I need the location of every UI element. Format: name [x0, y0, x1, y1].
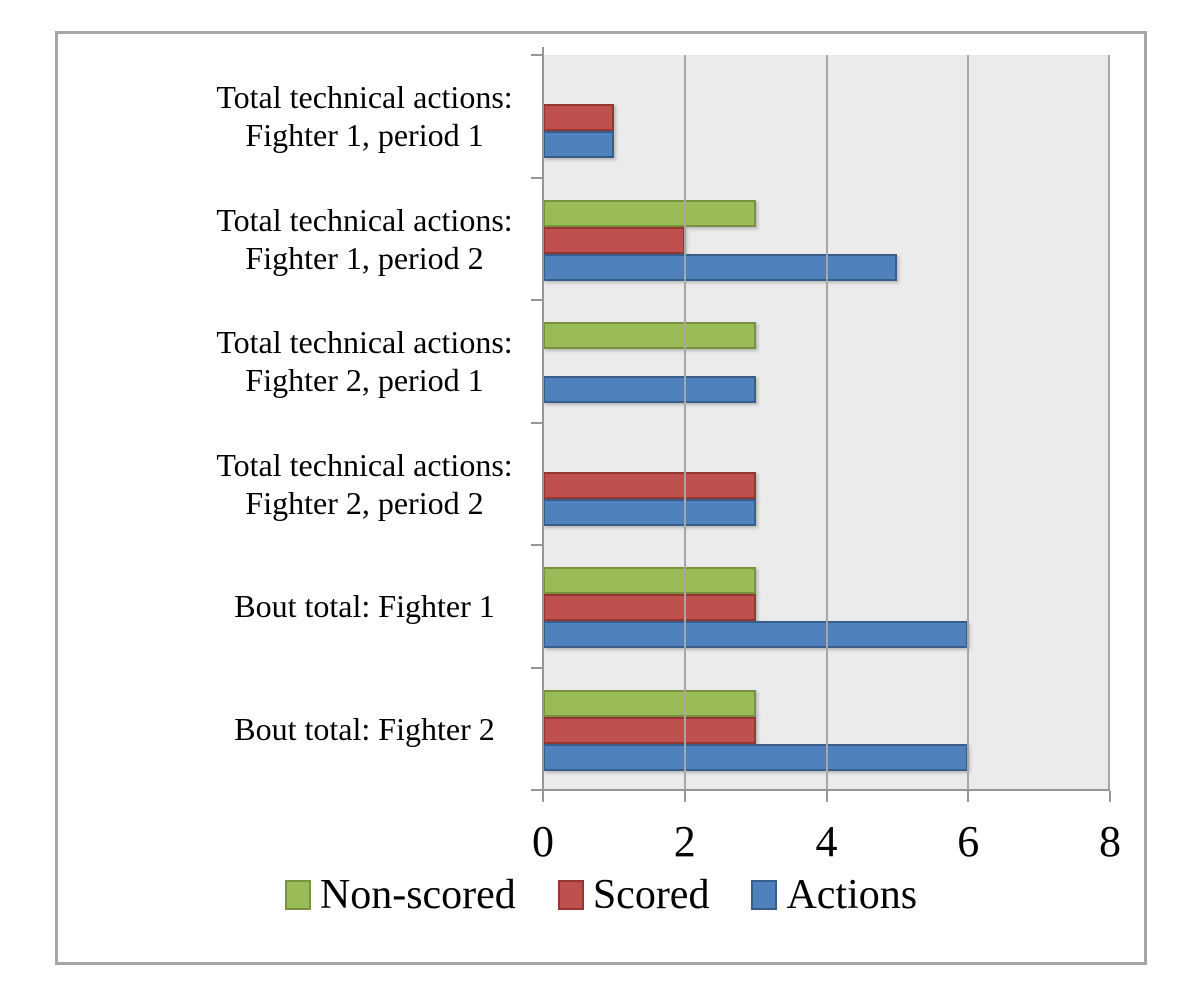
category-label: Total technical actions: Fighter 2, perio…	[216, 446, 513, 521]
category-label: Total technical actions: Fighter 1, perio…	[216, 79, 513, 154]
bar-scored	[543, 226, 685, 254]
gridline-8	[1108, 55, 1110, 790]
legend-item-actions: Actions	[751, 872, 917, 918]
category-label: Total technical actions: Fighter 1, perio…	[216, 201, 513, 276]
x-axis-label-8: 8	[1099, 817, 1121, 866]
y-axis-tick	[531, 299, 543, 301]
category-label: Bout total: Fighter 2	[234, 710, 495, 747]
y-axis-tick	[531, 54, 543, 56]
legend: Non-scored Scored Actions	[58, 872, 1144, 918]
bar-scored	[543, 716, 756, 744]
legend-label: Non-scored	[319, 872, 516, 918]
x-axis-tick	[967, 791, 970, 802]
bar-actions	[543, 376, 756, 403]
bar-non-scored	[543, 322, 756, 349]
y-axis-tick	[531, 666, 543, 669]
x-axis-label-0: 0	[532, 817, 554, 866]
legend-label: Scored	[592, 872, 710, 918]
legend-swatch-icon	[557, 880, 584, 910]
bar-group	[543, 178, 1110, 301]
bar-actions	[543, 621, 969, 648]
x-axis-label-4: 4	[815, 817, 838, 866]
y-axis-tick	[531, 421, 543, 424]
chart-frame: Total technical actions: Fighter 1, perio…	[55, 31, 1147, 965]
bar-group	[543, 545, 1110, 668]
legend-swatch-icon	[284, 880, 311, 910]
category-label: Bout total: Fighter 1	[234, 588, 495, 625]
x-axis-label-2: 2	[673, 817, 696, 866]
bar-actions	[543, 253, 898, 281]
bar-group	[543, 55, 1110, 178]
category-axis-labels: Total technical actions: Fighter 1, perio…	[58, 55, 543, 790]
x-axis-label-6: 6	[957, 817, 980, 866]
gridline-6	[967, 55, 970, 790]
y-axis-line	[542, 47, 544, 802]
x-axis-tick	[1109, 791, 1111, 802]
bar-scored	[543, 594, 756, 621]
y-axis-tick	[531, 789, 543, 791]
legend-swatch-icon	[751, 880, 778, 910]
x-axis-tick	[683, 791, 686, 802]
bar-non-scored	[543, 567, 756, 594]
bar-rows	[543, 55, 1110, 790]
plot-area	[543, 55, 1110, 790]
x-axis-tick	[825, 791, 828, 802]
bar-non-scored	[543, 199, 756, 227]
bar-actions	[543, 743, 969, 771]
bar-scored	[543, 471, 756, 499]
legend-item-scored: Scored	[557, 872, 710, 918]
y-axis-tick	[531, 176, 543, 179]
category-label: Total technical actions: Fighter 2, perio…	[216, 324, 513, 399]
gridline-4	[825, 55, 828, 790]
legend-item-non-scored: Non-scored	[284, 872, 516, 918]
bar-group	[543, 300, 1110, 423]
bar-non-scored	[543, 689, 756, 717]
y-axis-tick	[531, 544, 543, 546]
bar-group	[543, 668, 1110, 791]
legend-label: Actions	[786, 872, 918, 918]
bar-scored	[543, 104, 614, 131]
x-axis-line	[534, 789, 1110, 791]
gridline-2	[683, 55, 686, 790]
bar-actions	[543, 131, 614, 158]
x-axis-tick	[542, 791, 544, 802]
bar-actions	[543, 498, 756, 526]
